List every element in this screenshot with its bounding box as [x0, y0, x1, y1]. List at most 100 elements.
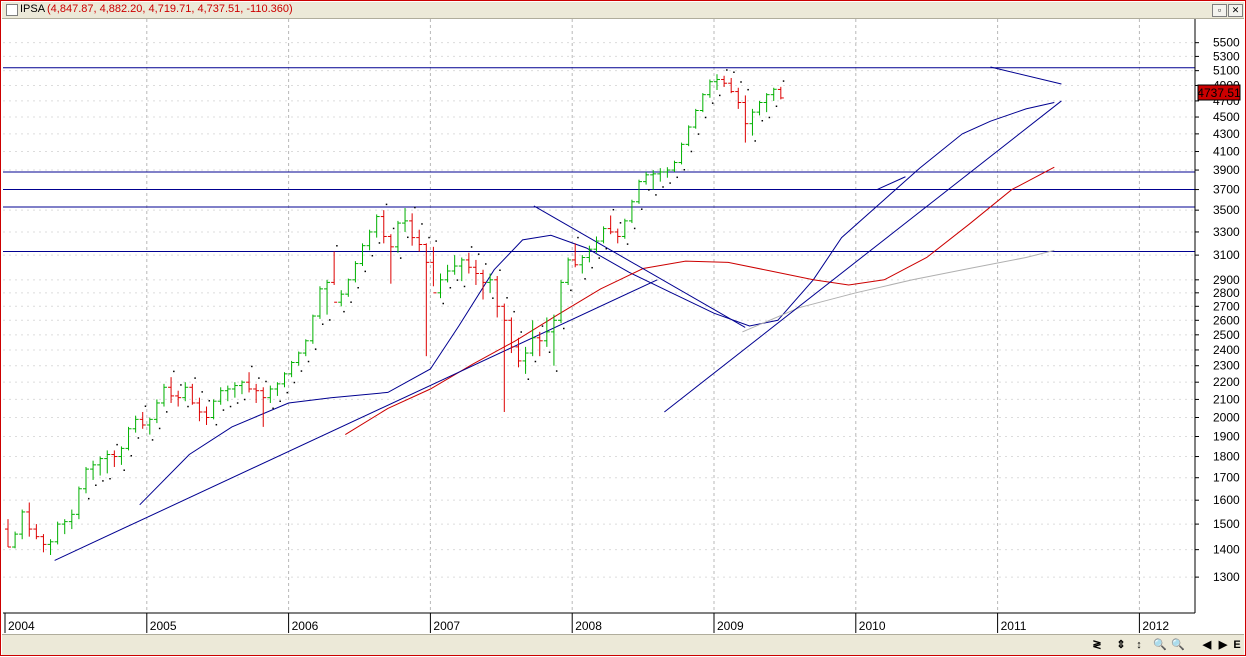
indicator-dot — [775, 105, 778, 108]
indicator-dot — [548, 351, 551, 353]
indicator-dot — [449, 286, 452, 289]
indicator-dot — [364, 270, 366, 273]
scroll-right-icon[interactable]: ▶ — [1218, 639, 1228, 651]
x-tick-label: 2004 — [8, 619, 35, 633]
indicator-dot — [683, 168, 686, 171]
indicator-dot — [520, 331, 522, 333]
indicator-dot — [336, 245, 338, 247]
arrange-icon[interactable]: ≷ — [1092, 639, 1102, 651]
indicator-dot — [662, 186, 664, 188]
x-tick-label: 2006 — [292, 619, 319, 633]
x-tick-label: 2007 — [433, 619, 460, 633]
scroll-left-icon[interactable]: ◀ — [1202, 639, 1212, 651]
indicator-dot — [407, 236, 409, 239]
indicator-dot — [102, 480, 104, 482]
indicator-dot — [123, 469, 125, 471]
indicator-dot — [137, 437, 140, 439]
indicator-dot — [201, 391, 203, 393]
indicator-dot — [428, 236, 430, 239]
y-tick-label: 1600 — [1213, 493, 1240, 507]
indicator-dot — [116, 443, 118, 446]
indicator-dot — [158, 427, 161, 430]
y-tick-label: 1800 — [1213, 450, 1240, 464]
y-tick-label: 2500 — [1213, 328, 1240, 342]
vertical-expand-icon[interactable]: ⇕ — [1116, 639, 1126, 651]
indicator-dot — [165, 411, 168, 413]
ticker-label: IPSA — [20, 3, 46, 15]
indicator-dot — [697, 133, 700, 135]
indicator-dot — [534, 360, 537, 363]
indicator-dot — [399, 257, 402, 259]
zoom-in-icon[interactable]: 🔍 — [1153, 639, 1167, 651]
indicator-dot — [350, 301, 352, 303]
y-tick-label: 5300 — [1213, 49, 1240, 63]
y-tick-label: 2800 — [1213, 286, 1240, 300]
indicator-dot — [768, 116, 771, 119]
indicator-dot — [619, 222, 622, 224]
indicator-dot — [782, 80, 785, 82]
indicator-dot — [747, 88, 749, 91]
indicator-dot — [605, 247, 608, 250]
y-tick-label: 2100 — [1213, 392, 1240, 406]
x-tick-label: 2012 — [1142, 619, 1169, 633]
indicator-dot — [300, 370, 303, 372]
indicator-dot — [130, 455, 133, 457]
zoom-out-icon[interactable]: 🔍 — [1171, 639, 1185, 651]
restore-icon[interactable]: ▫ — [1212, 4, 1227, 17]
moving-average-line — [345, 166, 1055, 436]
indicator-dot — [421, 223, 423, 225]
indicator-dot — [343, 310, 345, 313]
moving-averages — [139, 102, 1055, 506]
moving-average-line — [742, 249, 1055, 333]
indicator-dot — [612, 208, 615, 211]
indicator-dot — [293, 381, 296, 384]
y-tick-label: 5100 — [1213, 64, 1240, 78]
indicator-dot — [499, 269, 501, 271]
indicator-dot — [229, 405, 232, 408]
symbol-box-icon[interactable] — [6, 4, 18, 16]
indicator-dot — [151, 439, 154, 441]
y-tick-label: 3500 — [1213, 203, 1240, 217]
end-icon[interactable]: E — [1233, 639, 1241, 651]
indicator-dot — [591, 266, 593, 269]
y-tick-label: 3700 — [1213, 183, 1240, 197]
indicator-dot — [109, 477, 111, 480]
indicator-dots — [87, 69, 785, 500]
last-price-badge: 4737.51 — [1197, 84, 1241, 101]
indicator-dot — [711, 102, 714, 104]
title-bar: IPSA (4,847.87, 4,882.20, 4,719.71, 4,73… — [2, 2, 1244, 19]
y-tick-label: 4500 — [1213, 110, 1240, 124]
indicator-dot — [357, 286, 359, 289]
y-tick-label: 4300 — [1213, 127, 1240, 141]
indicator-dot — [258, 377, 260, 379]
x-axis-ticks: 2004 2005 2006 2007 2008 2009 2010 2011 2012 — [4, 613, 1169, 633]
indicator-dot — [95, 484, 97, 487]
y-tick-label: 2900 — [1213, 273, 1240, 287]
indicator-dot — [641, 208, 643, 210]
indicator-dot — [435, 240, 437, 242]
indicator-dot — [251, 365, 253, 368]
indicator-dot — [754, 140, 756, 142]
x-tick-label: 2009 — [717, 619, 744, 633]
indicator-dot — [208, 400, 211, 402]
ohlc-values: (4,847.87, 4,882.20, 4,719.71, 4,737.51,… — [47, 3, 293, 15]
indicator-dot — [704, 116, 707, 119]
indicator-dot — [243, 398, 246, 401]
close-icon[interactable]: ✕ — [1228, 4, 1243, 17]
indicator-dot — [236, 402, 239, 404]
indicator-dot — [144, 405, 147, 407]
y-tick-label: 2400 — [1213, 343, 1240, 357]
y-tick-label: 1700 — [1213, 471, 1240, 485]
y-tick-label: 2000 — [1213, 410, 1240, 424]
indicator-dot — [87, 497, 90, 500]
y-axis-ticks: 1300 1400 1500 1600 1700 1800 1900 2000 2100 2200… — [1195, 36, 1240, 584]
horizontal-levels — [3, 67, 1195, 253]
y-tick-label: 1300 — [1213, 570, 1240, 584]
indicator-dot — [761, 119, 764, 122]
indicator-dot — [173, 370, 175, 373]
ohlc-bars — [5, 74, 784, 555]
vertical-scale-icon[interactable]: ↕ — [1136, 639, 1142, 651]
indicator-dot — [598, 257, 600, 259]
